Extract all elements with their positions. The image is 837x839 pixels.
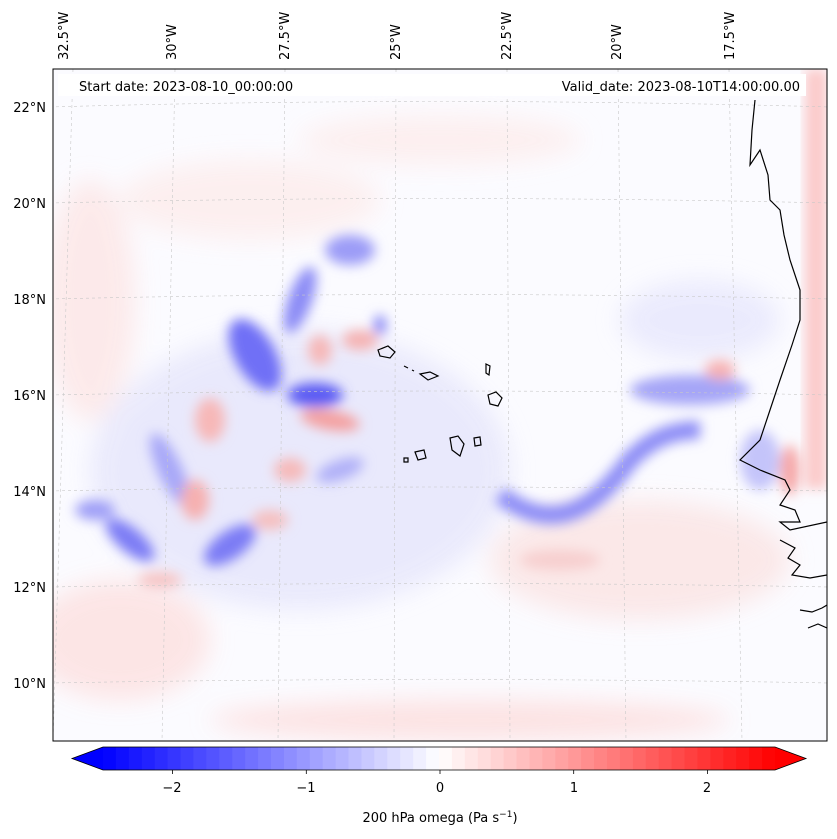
lon-label: 30°W [165,24,180,60]
colorbar-cell [619,747,634,770]
colorbar-cell [503,747,518,770]
colorbar-cell [568,747,582,770]
sao-nicolau-island [418,371,440,381]
latitude-axis: 22°N 20°N 18°N 16°N 14°N 12°N 10°N [13,101,46,692]
colorbar-cell [206,747,220,770]
coastlines [377,99,827,629]
colorbar-cell [594,747,608,770]
colorbar-cell [271,747,285,770]
colorbar-cell [762,747,776,770]
valid-date-label: Valid_date: 2023-08-10T14:00:00.00 [562,80,800,95]
colorbar-cell [335,747,350,770]
colorbar-cell [322,747,337,770]
sao-vicente-island [403,365,415,372]
colorbar-high-extension [775,747,806,770]
colorbar-cell [413,747,427,770]
lon-label: 32.5°W [57,12,72,60]
gridlines [53,69,827,741]
colorbar-cell [361,747,375,770]
colorbar-cell [296,747,311,770]
colorbar-cell [490,747,505,770]
lat-label: 18°N [13,293,46,308]
colorbar-cell [658,747,673,770]
colorbar-cell [258,747,272,770]
colorbar-cell [193,747,207,770]
colorbar-cell [542,747,556,770]
colorbar-cell [141,747,156,770]
colorbar-cell [607,747,621,770]
colorbar-cell [426,747,440,770]
lat-label: 22°N [13,101,46,116]
colorbar-cell [710,747,724,770]
colorbar-cell [439,747,453,770]
colorbar-cell [115,747,130,770]
maio-island [473,436,482,447]
map-panel: Start date: 2023-08-10_00:00:00 Valid_da… [52,68,828,742]
colorbar-cell [283,747,298,770]
header-strip [58,74,806,96]
colorbar-cell [632,747,647,770]
colorbar-cell [167,747,182,770]
fogo-island [414,449,427,461]
colorbar-cell [684,747,699,770]
colorbar-cell [400,747,414,770]
colorbar-cell [749,747,763,770]
colorbar-cells [103,747,776,770]
start-date-label: Start date: 2023-08-10_00:00:00 [79,80,293,95]
colorbar-cell [477,747,492,770]
colorbar-cell [309,747,324,770]
colorbar-title: 200 hPa omega (Pa s−1) [362,810,517,826]
omega-field [53,69,827,741]
colorbar-tick-label: −2 [162,781,181,796]
colorbar-cell [723,747,737,770]
colorbar-cell [581,747,595,770]
sal-island [485,363,491,377]
santiago-island [449,435,465,457]
lat-label: 10°N [13,677,46,692]
colorbar-cell [180,747,195,770]
colorbar-cell [128,747,143,770]
colorbar-cell [154,747,169,770]
map-frame [52,68,828,742]
colorbar-cell [697,747,711,770]
colorbar-cell [451,747,466,770]
lon-label: 17.5°W [723,12,738,60]
colorbar-cell [555,747,569,770]
colorbar-tick-label: −1 [296,781,315,796]
colorbar-cell [529,747,543,770]
colorbar-low-extension [72,747,103,770]
colorbar-cell [348,747,363,770]
colorbar-cell [103,747,117,770]
lat-label: 14°N [13,485,46,500]
colorbar-tick-label: 2 [703,781,711,796]
colorbar-cell [736,747,750,770]
lat-label: 20°N [13,197,46,212]
colorbar-cell [671,747,686,770]
colorbar-ticks [172,770,708,774]
lon-label: 25°W [389,24,404,60]
brava-island [403,457,409,463]
boa-vista-island [487,391,503,407]
colorbar-cell [245,747,259,770]
colorbar-cell [232,747,246,770]
colorbar-cell [219,747,233,770]
longitude-axis: 32.5°W 30°W 27.5°W 25°W 22.5°W 20°W 17.5… [57,12,738,60]
colorbar-cell [374,747,388,770]
lat-label: 12°N [13,581,46,596]
lon-label: 27.5°W [278,12,293,60]
colorbar-outline [70,746,808,771]
colorbar: −2 −1 0 1 2 200 hPa omega (Pa s−1) [70,746,808,826]
colorbar-tick-label: 1 [570,781,578,796]
colorbar-tick-label: 0 [436,781,444,796]
colorbar-cell [516,747,531,770]
santo-antao-island [377,345,396,359]
lon-label: 20°W [610,24,625,60]
colorbar-cell [387,747,401,770]
colorbar-cell [645,747,660,770]
lon-label: 22.5°W [500,12,515,60]
colorbar-cell [464,747,479,770]
lat-label: 16°N [13,389,46,404]
